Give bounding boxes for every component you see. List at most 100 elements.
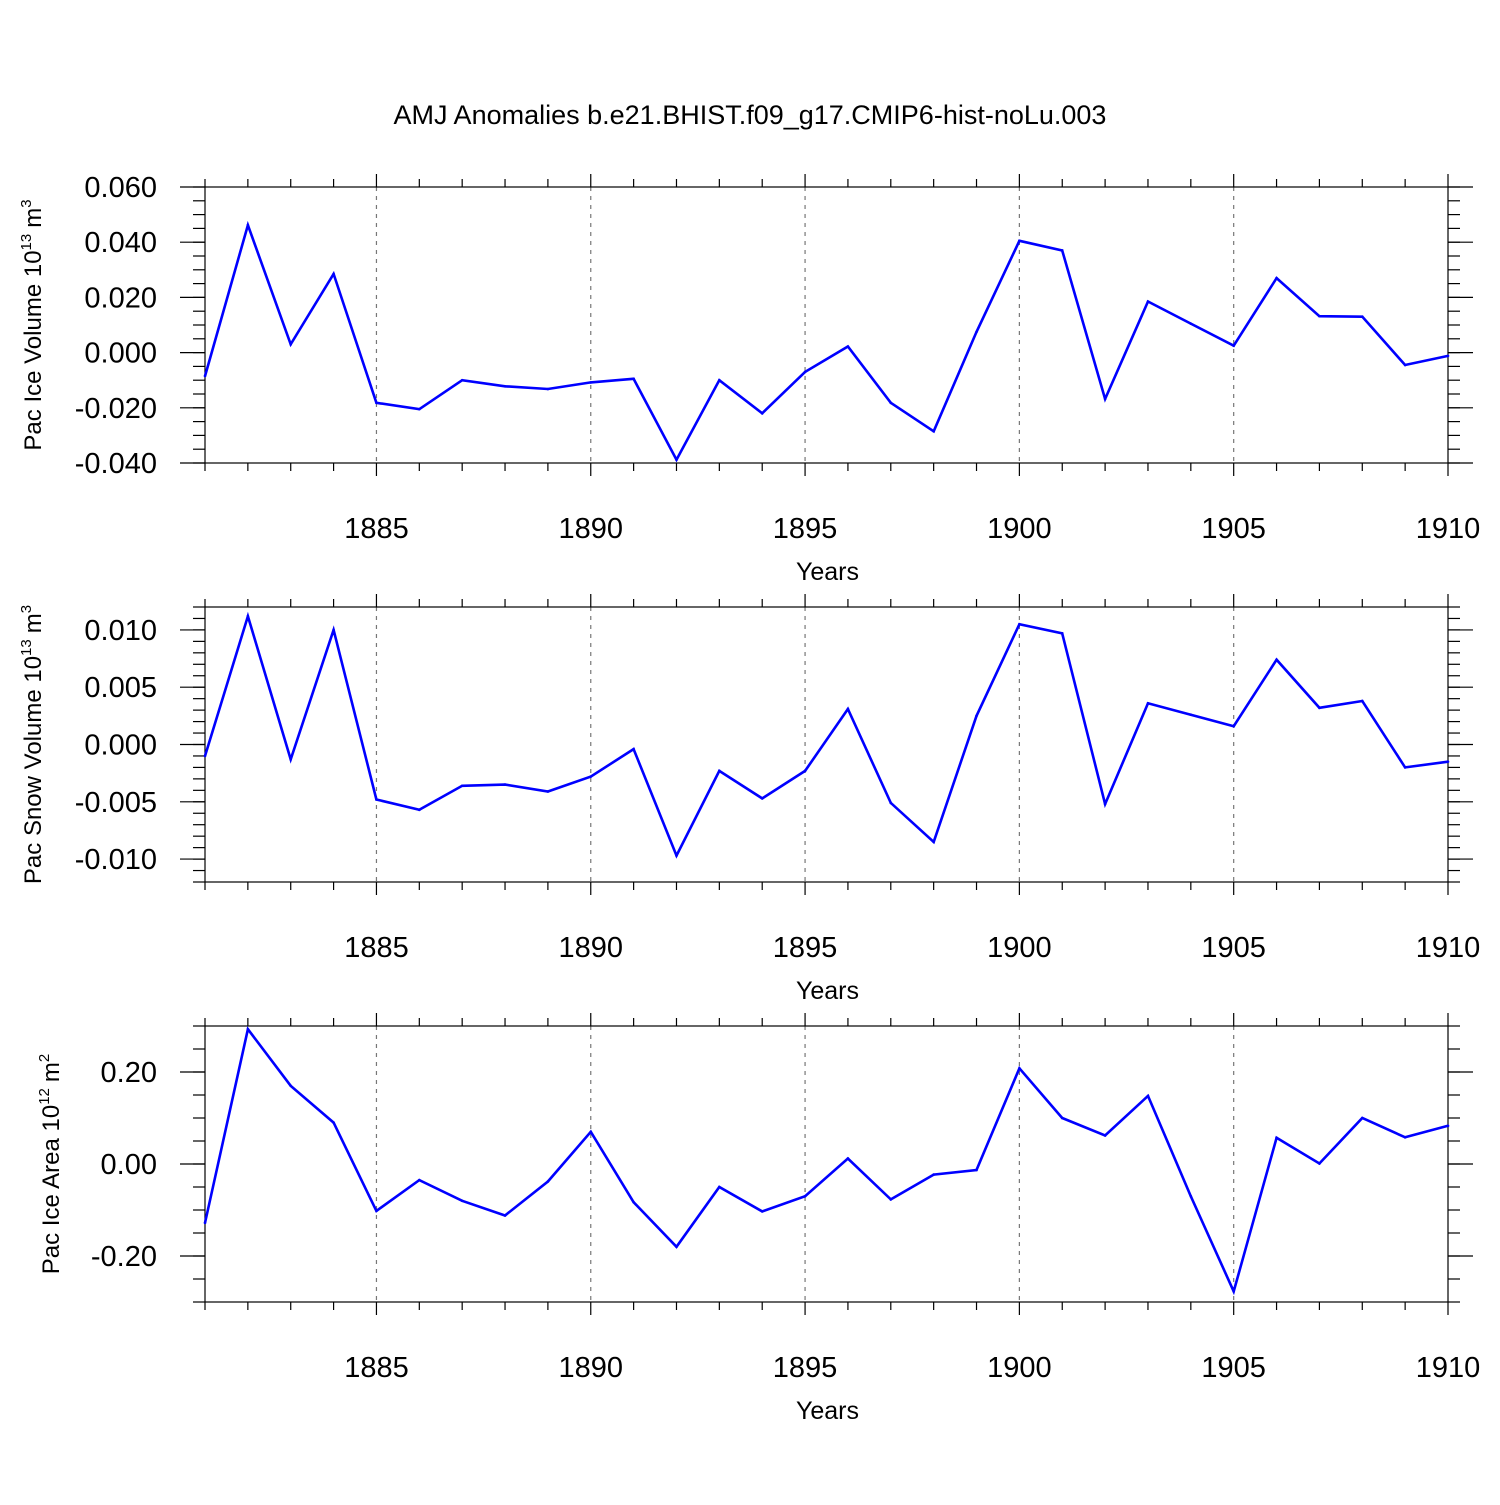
plot-frame [204,1025,1449,1303]
panel-3: 1885 1890 1895 1900 1905 1910 -0.20 0.00 0.20 Yea… [36,1013,1480,1425]
data-point [1275,276,1278,280]
data-point [1275,658,1278,662]
data-point [1018,239,1021,243]
data-point [246,1027,250,1031]
y-axis-label-ylabel-exp: 13 [18,639,35,656]
data-point [1060,249,1064,252]
x-tick-label: 1890 [559,1352,624,1384]
data-point [1275,1136,1278,1140]
y-axis-label-ylabel-unit-exp: 3 [18,199,35,207]
data-point [760,412,764,415]
data-point [675,854,678,857]
x-tick-label: 1895 [773,1352,838,1384]
data-point [1318,1162,1321,1165]
data-point [418,808,421,812]
data-point [1018,622,1021,626]
y-axis-label-ylabel-unit: m [20,613,47,633]
data-point [1060,632,1064,635]
data-point [332,628,335,632]
x-tick-label: 1890 [559,513,624,545]
data-point [975,1168,978,1172]
data-point [1446,354,1450,358]
data-point [375,401,378,405]
x-tick-label: 1905 [1201,513,1266,545]
data-point [546,387,550,391]
data-point [332,272,335,276]
x-tick-label: 1895 [773,932,838,964]
data-point [632,377,635,381]
data-point [632,747,635,751]
y-axis-label-ylabel-exp: 13 [18,234,35,251]
data-point [675,458,678,461]
data-point [932,840,935,844]
data-point [503,384,507,388]
y-tick-label: 0.005 [84,672,157,704]
x-tick-label: 1910 [1416,513,1481,545]
data-point [1360,315,1364,319]
x-axis-label: Years [796,1397,859,1425]
y-tick-label: 0.060 [84,172,157,204]
data-point [460,378,464,382]
data-point [546,790,550,793]
data-point [546,1180,550,1183]
data-point [632,1200,635,1204]
y-tick-label: -0.020 [75,393,157,425]
data-point [418,407,421,411]
data-point [289,758,293,761]
data-point [203,754,207,758]
x-tick-label: 1905 [1201,932,1266,964]
plot-frame [204,606,1449,883]
chart-title: AMJ Anomalies b.e21.BHIST.f09_g17.CMIP6-… [394,100,1107,130]
data-point [932,429,935,433]
data-point [760,1210,764,1213]
data-point [460,784,464,788]
y-axis-label-ylabel-exp: 12 [36,1088,53,1105]
data-point [889,401,893,405]
y-axis-label-ylabel-unit-exp: 2 [36,1054,53,1062]
data-point [975,714,978,718]
data-point [503,783,507,786]
data-point [675,1245,678,1249]
x-tick-label: 1900 [987,1352,1052,1384]
data-point [803,769,807,773]
data-point [1446,1124,1450,1128]
x-tick-label: 1885 [344,1352,409,1384]
data-point [1103,1134,1107,1137]
data-point [1189,713,1193,717]
data-point [1146,1094,1150,1098]
data-point [1446,760,1450,763]
data-point [1189,1194,1193,1198]
series-line [203,1026,1449,1296]
data-point [718,1185,721,1189]
y-axis-label-ylabel-unit: m [20,208,47,228]
data-point [803,1194,807,1198]
data-point [418,1178,421,1182]
data-point [375,798,378,801]
data-point [1360,699,1364,703]
data-point [1103,802,1107,806]
data-point [1189,322,1193,325]
data-point [1146,300,1150,303]
y-tick-label: -0.010 [75,844,157,876]
data-point [289,1084,293,1088]
data-point [203,374,207,378]
y-tick-label: 0.000 [84,730,157,762]
data-point [1103,397,1107,401]
data-point [846,707,850,711]
y-tick-label: 0.040 [84,227,157,259]
data-point [1146,701,1150,705]
data-point [203,1221,207,1225]
y-tick-label: -0.20 [91,1241,157,1273]
data-point [760,797,764,800]
data-point [246,614,250,618]
data-point [1403,363,1407,367]
y-axis-label-ylabel: Pac Ice Area 10 [38,1105,65,1274]
data-point [289,343,293,346]
data-point [503,1214,507,1217]
data-point [246,223,250,227]
data-point [375,1209,378,1213]
data-point [1360,1116,1364,1120]
data-point [718,378,721,382]
